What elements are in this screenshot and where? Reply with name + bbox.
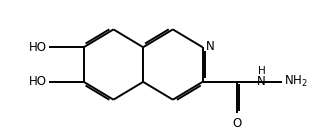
Text: H: H: [258, 66, 265, 76]
Text: HO: HO: [29, 75, 47, 88]
Text: O: O: [232, 117, 242, 130]
Text: N: N: [205, 40, 214, 53]
Text: HO: HO: [29, 41, 47, 54]
Text: NH$_2$: NH$_2$: [284, 74, 308, 89]
Text: N: N: [257, 75, 266, 88]
